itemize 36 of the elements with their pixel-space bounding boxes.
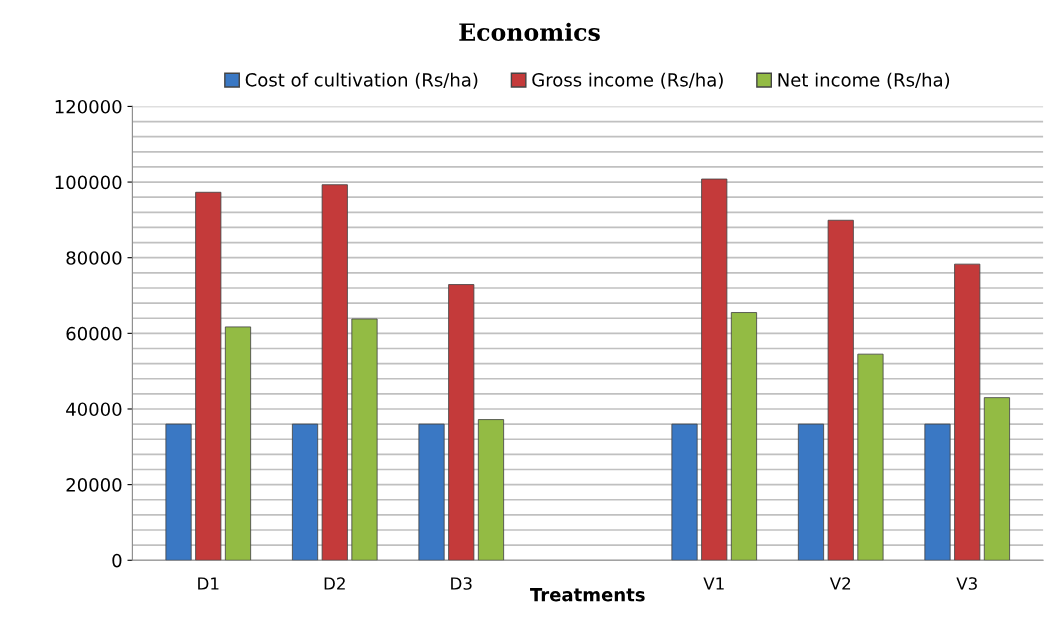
y-tick-label: 60000 [66,326,122,341]
bar [195,191,222,561]
y-tick-label: 80000 [66,251,122,265]
x-tick-label: V2 [829,577,851,590]
bar [321,184,348,561]
x-tick-label: V1 [703,577,724,590]
bar [224,326,252,561]
y-tick-label: 120000 [55,99,122,114]
bar [924,423,951,561]
y-tick-label: 0 [112,553,122,568]
bar [448,284,475,561]
bar [954,263,981,561]
legend-label: Cost of cultivation (Rs/ha) [245,72,478,89]
x-tick-label: D3 [451,577,472,590]
y-tick-label: 20000 [66,478,122,492]
x-tick-label: D2 [324,577,345,590]
x-axis-title: Treatments [530,588,645,602]
bar [477,419,505,561]
bar [827,219,854,561]
bar [165,423,192,561]
bar [730,312,758,561]
bar [291,423,319,561]
x-tick-label: D1 [198,577,219,590]
bar [418,423,445,561]
bar [351,318,378,561]
bar [983,397,1011,561]
y-tick-label: 100000 [55,175,122,190]
legend-label: Gross income (Rs/ha) [532,72,723,89]
legend-label: Net income (Rs/ha) [778,72,950,89]
bar [671,423,698,561]
bar [857,353,884,561]
x-tick-label: V3 [956,577,977,590]
bar [701,178,728,561]
y-tick-label: 40000 [66,402,122,417]
bar [797,423,825,561]
chart-title: Economics [459,22,600,42]
